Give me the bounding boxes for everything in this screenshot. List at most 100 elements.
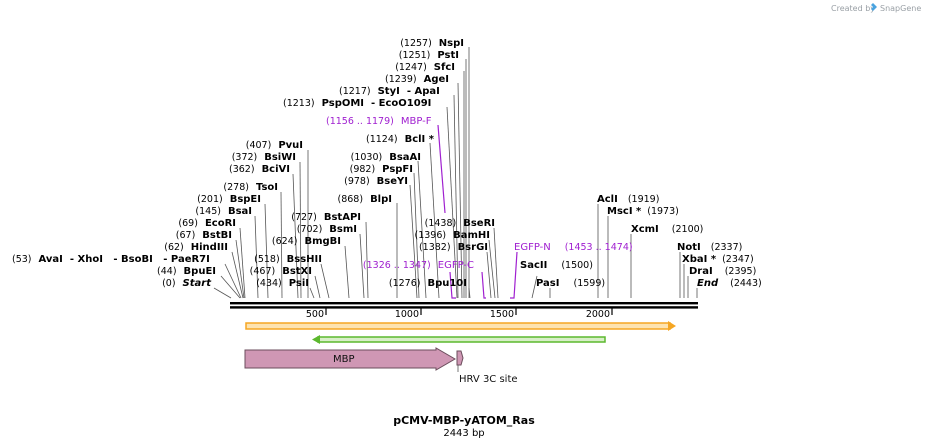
svg-text:End(2443): End (2443) — [697, 278, 762, 289]
site-hindiii[interactable]: (62) HindIII — [164, 242, 228, 253]
site-bcivi[interactable]: (362) BciVI — [229, 164, 290, 175]
svg-text:(1257)NspI: (1257) NspI — [400, 38, 464, 49]
site-bsrgi[interactable]: (1382) BsrGI — [419, 242, 488, 253]
site-nspi[interactable]: (1257) NspI — [400, 38, 464, 49]
site-bamhi[interactable]: (1396) BamHI — [415, 230, 490, 241]
svg-text:(868)BlpI: (868) BlpI — [338, 194, 392, 205]
site-pspfi[interactable]: (982) PspFI — [350, 164, 413, 175]
site-bspei[interactable]: (201) BspEI — [197, 194, 261, 205]
site-noti[interactable]: NotI (2337) — [677, 242, 742, 253]
svg-text:(1438)BseRI: (1438) BseRI — [425, 218, 495, 229]
svg-text:(467)BstXI: (467) BstXI — [250, 266, 312, 277]
plasmid-length: 2443 bp — [443, 428, 484, 439]
svg-text:(702)BsmI: (702) BsmI — [297, 224, 357, 235]
sequence-backbone — [230, 302, 698, 309]
primer-egfp-c[interactable]: (1326 .. 1347) EGFP-C — [363, 260, 474, 271]
site-bstbi[interactable]: (67) BstBI — [176, 230, 232, 241]
svg-text:(434)PsiI: (434) PsiI — [256, 278, 309, 289]
site-pspomi[interactable]: (1213) PspOMI - EcoO109I — [283, 98, 431, 109]
svg-text:(372)BsiWI: (372) BsiWI — [232, 152, 296, 163]
plasmid-title: pCMV-MBP-yATOM_Ras — [393, 414, 535, 427]
site-pvui[interactable]: (407) PvuI — [246, 140, 303, 151]
svg-text:(1396)BamHI: (1396) BamHI — [415, 230, 490, 241]
ruler-tick-1500: 1500 — [490, 309, 514, 320]
site-bpu10i[interactable]: (1276) Bpu10I — [389, 278, 467, 289]
site-psti[interactable]: (1251) PstI — [399, 50, 459, 61]
ruler-tick-2000: 2000 — [586, 309, 610, 320]
site-bpuei[interactable]: (44) BpuEI — [157, 266, 216, 277]
site-sfci[interactable]: (1247) SfcI — [395, 62, 455, 73]
svg-text:(982)PspFI: (982) PspFI — [350, 164, 413, 175]
svg-text:(1030)BsaAI: (1030) BsaAI — [351, 152, 421, 163]
site-msci[interactable]: MscI * (1973) — [607, 206, 679, 217]
svg-text:EGFP-N(1453 .. 1474): EGFP-N (1453 .. 1474) — [514, 242, 633, 253]
svg-text:(201)BspEI: (201) BspEI — [197, 194, 261, 205]
site-agei[interactable]: (1239) AgeI — [385, 74, 449, 85]
credit-prefix: Created by — [831, 4, 875, 13]
primer-egfp-n[interactable]: EGFP-N (1453 .. 1474) — [514, 242, 633, 253]
svg-text:(1156 .. 1179)MBP-F: (1156 .. 1179) MBP-F — [326, 116, 432, 127]
site-acli[interactable]: AclI (1919) — [597, 194, 659, 205]
svg-text:(978)BseYI: (978) BseYI — [344, 176, 408, 187]
svg-text:(62)HindIII: (62) HindIII — [164, 242, 228, 253]
site-xbai[interactable]: XbaI * (2347) — [682, 254, 754, 265]
site-end[interactable]: End (2443) — [697, 278, 762, 289]
site-ecori[interactable]: (69) EcoRI — [178, 218, 236, 229]
svg-text:(1239)AgeI: (1239) AgeI — [385, 74, 449, 85]
site-sacii[interactable]: SacII (1500) — [520, 260, 593, 271]
site-bsmi[interactable]: (702) BsmI — [297, 224, 357, 235]
svg-text:SacII(1500): SacII (1500) — [520, 260, 593, 271]
site-bmgbi[interactable]: (624) BmgBI — [272, 236, 341, 247]
site-bstapi[interactable]: (727) BstAPI — [291, 212, 361, 223]
svg-text:MscI *(1973): MscI * (1973) — [607, 206, 679, 217]
svg-text:(145)BsaI: (145) BsaI — [195, 206, 252, 217]
svg-text:AclI(1919): AclI (1919) — [597, 194, 659, 205]
ruler-tick-1000: 1000 — [395, 309, 419, 320]
site-bsiwi[interactable]: (372) BsiWI — [232, 152, 296, 163]
site-bseri[interactable]: (1438) BseRI — [425, 218, 495, 229]
mbp-feature[interactable]: MBP — [244, 347, 456, 371]
svg-text:(1382)BsrGI: (1382) BsrGI — [419, 242, 488, 253]
site-bsai[interactable]: (145) BsaI — [195, 206, 252, 217]
site-pasi[interactable]: PasI (1599) — [536, 278, 605, 289]
svg-text:(44)BpuEI: (44) BpuEI — [157, 266, 216, 277]
svg-text:(624)BmgBI: (624) BmgBI — [272, 236, 341, 247]
green-feature[interactable] — [312, 335, 606, 344]
ruler: 500 1000 1500 2000 — [306, 308, 613, 320]
svg-text:XbaI *(2347): XbaI * (2347) — [682, 254, 754, 265]
orange-feature[interactable] — [245, 321, 676, 331]
svg-text:(1251)PstI: (1251) PstI — [399, 50, 459, 61]
site-bcli[interactable]: (1124) BclI * — [366, 134, 435, 145]
site-bsshii[interactable]: (518) BssHII — [254, 254, 322, 265]
site-bstxi[interactable]: (467) BstXI — [250, 266, 312, 277]
svg-text:XcmI(2100): XcmI (2100) — [631, 224, 703, 235]
hrv-3c-site-feature[interactable]: HRV 3C site — [456, 350, 518, 385]
svg-text:DraI(2395): DraI (2395) — [689, 266, 756, 277]
svg-text:(407)PvuI: (407) PvuI — [246, 140, 303, 151]
mbp-label: MBP — [333, 354, 355, 365]
site-start[interactable]: (0) Start — [162, 278, 212, 289]
site-psii[interactable]: (434) PsiI — [256, 278, 309, 289]
site-bseyi[interactable]: (978) BseYI — [344, 176, 408, 187]
site-blpi[interactable]: (868) BlpI — [338, 194, 392, 205]
hrv-3c-label: HRV 3C site — [459, 374, 518, 385]
site-styi[interactable]: (1217) StyI - ApaI — [339, 86, 440, 97]
svg-text:(1213)PspOMI- EcoO109I: (1213) PspOMI - EcoO109I — [283, 98, 431, 109]
leader-lines — [213, 47, 698, 299]
site-bsaai[interactable]: (1030) BsaAI — [351, 152, 421, 163]
svg-text:(0)Start: (0) Start — [162, 278, 212, 289]
svg-text:(1124)BclI *: (1124) BclI * — [366, 134, 435, 145]
primer-mbp-f[interactable]: (1156 .. 1179) MBP-F — [326, 116, 432, 127]
site-xcmi[interactable]: XcmI (2100) — [631, 224, 703, 235]
svg-text:(362)BciVI: (362) BciVI — [229, 164, 290, 175]
svg-text:(53)AvaI- XhoI - BsoBI - P: (53) AvaI - XhoI - BsoBI - PaeR7I — [12, 254, 210, 265]
site-tsoi[interactable]: (278) TsoI — [223, 182, 278, 193]
site-drai[interactable]: DraI (2395) — [689, 266, 756, 277]
svg-text:NotI(2337): NotI (2337) — [677, 242, 742, 253]
site-avai[interactable]: (53) AvaI - XhoI - BsoBI - PaeR7I — [12, 254, 210, 265]
svg-text:(727)BstAPI: (727) BstAPI — [291, 212, 361, 223]
snapgene-logo-icon — [871, 3, 877, 11]
svg-text:(1217)StyI- ApaI: (1217) StyI - ApaI — [339, 86, 440, 97]
svg-text:(278)TsoI: (278) TsoI — [223, 182, 278, 193]
